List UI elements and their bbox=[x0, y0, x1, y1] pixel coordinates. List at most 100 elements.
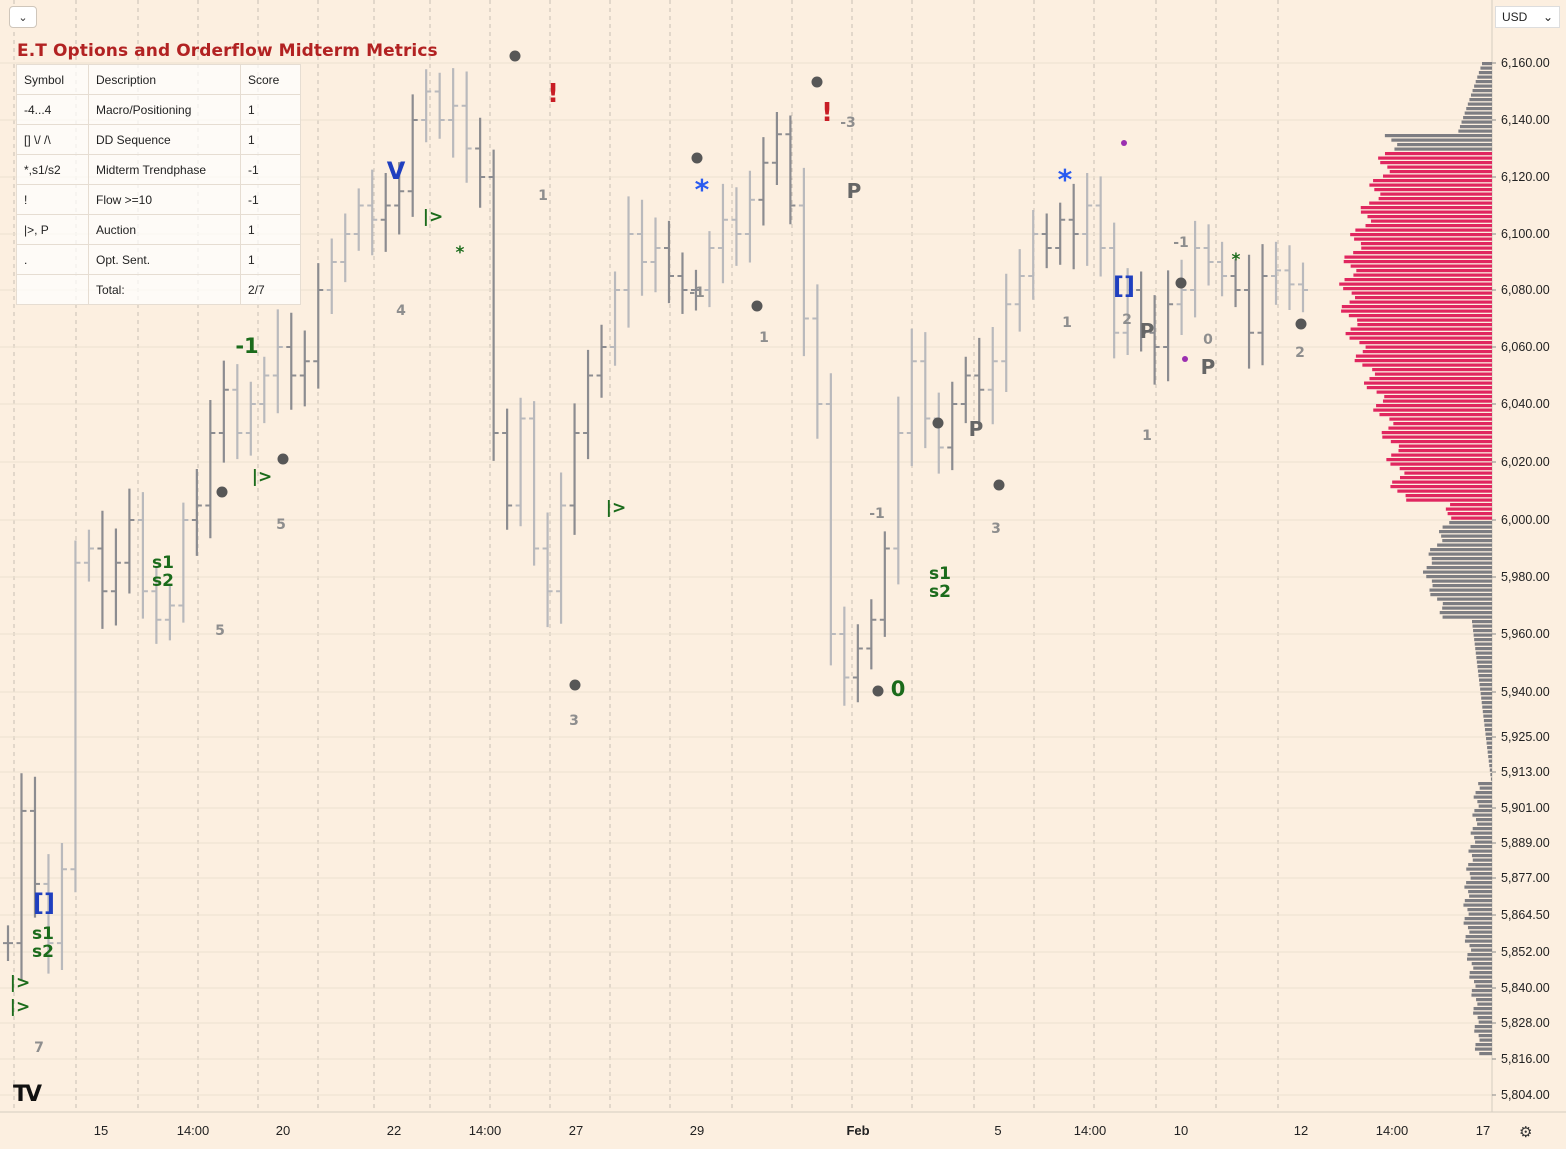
profile-bar bbox=[1488, 755, 1492, 759]
annotation-label: 1 bbox=[759, 330, 769, 346]
annotation-label: -3 bbox=[840, 115, 856, 131]
profile-bar bbox=[1473, 795, 1492, 799]
profile-bar bbox=[1474, 1047, 1492, 1051]
profile-bar bbox=[1487, 750, 1492, 754]
profile-bar bbox=[1384, 395, 1492, 399]
profile-bar bbox=[1478, 71, 1492, 75]
profile-bar bbox=[1477, 665, 1492, 669]
price-tick-label: 5,864.50 bbox=[1501, 908, 1550, 922]
profile-bar bbox=[1489, 764, 1492, 768]
profile-bar bbox=[1485, 732, 1492, 736]
header-score: Score bbox=[240, 64, 301, 95]
annotation-count: 3 bbox=[991, 521, 1001, 537]
metrics-table: Symbol Description Score -4...4 Macro/Pos… bbox=[16, 64, 301, 305]
annotation-label: ! bbox=[821, 98, 833, 128]
description-cell: Auction bbox=[88, 214, 241, 245]
profile-bar bbox=[1372, 368, 1492, 372]
profile-bar bbox=[1382, 435, 1492, 439]
table-row: |>, P Auction 1 bbox=[16, 214, 301, 245]
profile-bar bbox=[1479, 1052, 1492, 1056]
annotation-label: |> bbox=[10, 997, 30, 1017]
profile-bar bbox=[1390, 462, 1492, 466]
currency-selector[interactable]: USD ⌄ bbox=[1495, 6, 1560, 28]
profile-bar bbox=[1405, 494, 1492, 498]
profile-bar bbox=[1482, 710, 1492, 714]
annotation-label: 2 bbox=[1122, 312, 1132, 328]
annotation-auction-p: P bbox=[1140, 319, 1155, 343]
profile-bar bbox=[1463, 921, 1492, 925]
annotation-count: 2 bbox=[1295, 345, 1305, 361]
symbol-cell: |>, P bbox=[16, 214, 89, 245]
profile-bar bbox=[1387, 165, 1492, 169]
profile-bar bbox=[1397, 143, 1492, 147]
annotation-label: |> bbox=[423, 207, 443, 227]
profile-bar bbox=[1349, 300, 1492, 304]
price-tick-label: 6,040.00 bbox=[1501, 397, 1550, 411]
profile-bar bbox=[1423, 570, 1492, 574]
profile-bar bbox=[1474, 836, 1492, 840]
annotation-auction: |> bbox=[10, 973, 30, 993]
profile-bar bbox=[1481, 696, 1492, 700]
profile-bar bbox=[1464, 899, 1492, 903]
profile-bar bbox=[1430, 548, 1492, 552]
profile-bar bbox=[1464, 885, 1492, 889]
annotation-auction-p: P bbox=[847, 179, 862, 203]
price-tick-label: 5,901.00 bbox=[1501, 801, 1550, 815]
table-row: *,s1/s2 Midterm Trendphase -1 bbox=[16, 154, 301, 185]
annotation-label: s2 bbox=[929, 582, 951, 602]
chevron-down-icon: ⌄ bbox=[1542, 10, 1553, 24]
profile-bar bbox=[1437, 543, 1492, 547]
profile-bar bbox=[1390, 485, 1492, 489]
profile-bar bbox=[1428, 552, 1492, 556]
profile-bar bbox=[1360, 242, 1492, 246]
time-tick-label: 14:00 bbox=[1074, 1123, 1107, 1138]
annotation-auction: |> bbox=[606, 498, 626, 518]
profile-bar bbox=[1350, 327, 1492, 331]
annotation-label: 1 bbox=[1062, 315, 1072, 331]
settings-gear-icon[interactable]: ⚙ bbox=[1519, 1123, 1533, 1141]
profile-bar bbox=[1475, 791, 1492, 795]
profile-bar bbox=[1470, 831, 1492, 835]
profile-bar bbox=[1464, 939, 1492, 943]
annotation-count: 5 bbox=[215, 623, 225, 639]
profile-bar bbox=[1339, 282, 1492, 286]
profile-bar bbox=[1386, 458, 1492, 462]
price-tick-label: 5,960.00 bbox=[1501, 627, 1550, 641]
profile-bar bbox=[1458, 129, 1492, 133]
profile-bar bbox=[1471, 993, 1492, 997]
time-tick-label: 12 bbox=[1294, 1123, 1308, 1138]
chart-menu-button[interactable]: ⌄ bbox=[9, 6, 37, 28]
profile-bar bbox=[1431, 579, 1492, 583]
annotation-label: 5 bbox=[276, 517, 286, 533]
tradingview-logo[interactable]: TV bbox=[13, 1082, 42, 1107]
time-tick-label: 10 bbox=[1174, 1123, 1188, 1138]
profile-bar bbox=[1463, 903, 1492, 907]
profile-bar bbox=[1477, 1002, 1492, 1006]
dot-marker bbox=[932, 417, 944, 429]
profile-bar bbox=[1473, 1011, 1492, 1015]
profile-bar bbox=[1356, 269, 1492, 273]
profile-bar bbox=[1484, 728, 1492, 732]
annotation-auction: |> bbox=[10, 997, 30, 1017]
profile-bar bbox=[1468, 890, 1492, 894]
profile-bar bbox=[1474, 642, 1492, 646]
time-tick-label: 14:00 bbox=[1376, 1123, 1409, 1138]
profile-bar bbox=[1468, 849, 1492, 853]
profile-bar bbox=[1478, 674, 1492, 678]
annotation-label: P bbox=[1140, 319, 1155, 343]
price-tick-label: 5,940.00 bbox=[1501, 685, 1550, 699]
profile-bar bbox=[1379, 413, 1492, 417]
profile-bar bbox=[1442, 539, 1492, 543]
dot-marker bbox=[509, 50, 521, 62]
grid bbox=[0, 0, 1492, 1112]
price-tick-label: 5,980.00 bbox=[1501, 570, 1550, 584]
price-tick-label: 5,816.00 bbox=[1501, 1052, 1550, 1066]
profile-bar bbox=[1376, 404, 1492, 408]
chevron-down-icon: ⌄ bbox=[18, 10, 28, 24]
annotation-label: 3 bbox=[569, 713, 579, 729]
profile-bar bbox=[1362, 363, 1492, 367]
profile-bar bbox=[1472, 858, 1492, 862]
